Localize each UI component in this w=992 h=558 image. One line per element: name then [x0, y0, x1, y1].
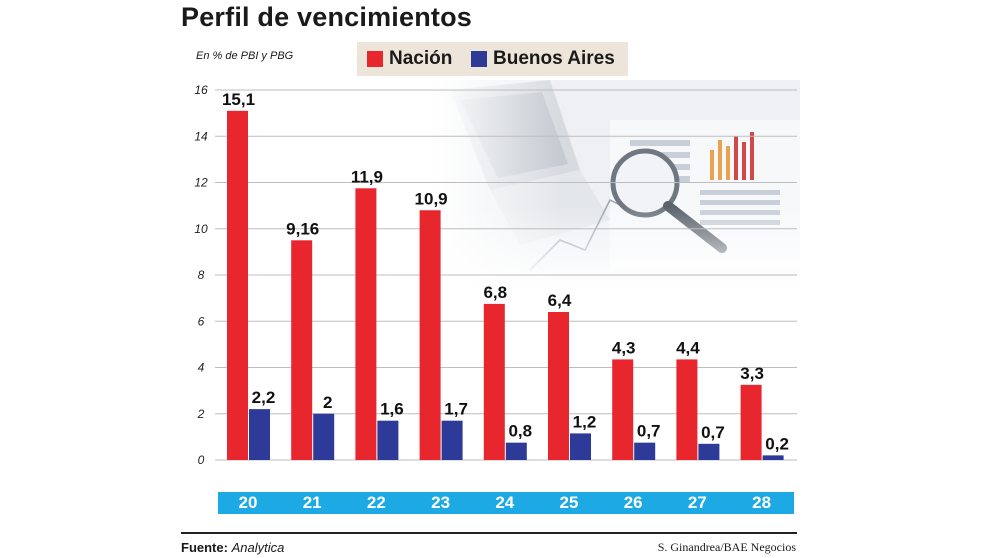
- footer-rule: [181, 532, 797, 534]
- x-tick-label: 24: [495, 493, 515, 512]
- bar-buenos-aires: [698, 443, 720, 460]
- y-tick-label: 12: [194, 176, 208, 190]
- bar-buenos-aires: [570, 433, 591, 460]
- credit-line: S. Ginandrea/BAE Negocios: [657, 540, 796, 554]
- chart-title: Perfil de vencimientos: [181, 2, 472, 32]
- legend-label-buenos-aires: Buenos Aires: [493, 48, 615, 69]
- y-tick-label: 16: [194, 83, 208, 97]
- bar-buenos-aires: [634, 442, 656, 460]
- legend-swatch-nacion: [367, 51, 383, 67]
- bar-nacion: [355, 188, 377, 460]
- data-labels: 15,1 2,2 9,16 2 11,9 1,6 10,9 1,7 6,8 0,8 6,4 1,2 4,…: [222, 90, 789, 454]
- bar-nacion: [548, 312, 569, 460]
- x-tick-label: 20: [238, 493, 258, 512]
- data-label-nacion: 15,1: [222, 90, 255, 109]
- bar-nacion: [612, 359, 634, 460]
- chart-subtitle: En % de PBI y PBG: [196, 50, 294, 62]
- source-name: Analytica: [231, 540, 285, 555]
- bars: [227, 110, 784, 460]
- data-label-nacion: 3,3: [740, 364, 764, 383]
- bar-buenos-aires: [762, 455, 784, 460]
- legend: Nación Buenos Aires: [357, 42, 628, 76]
- data-label-nacion: 9,16: [286, 219, 319, 238]
- data-label-buenos-aires: 1,6: [380, 400, 404, 419]
- data-label-buenos-aires: 0,7: [701, 423, 725, 442]
- x-tick-label: 28: [752, 493, 772, 512]
- legend-swatch-buenos-aires: [471, 51, 487, 67]
- y-tick-label: 14: [194, 129, 208, 143]
- data-label-nacion: 6,8: [483, 283, 507, 302]
- data-label-nacion: 6,4: [548, 291, 572, 310]
- bar-buenos-aires: [377, 420, 399, 460]
- x-tick-label: 21: [302, 493, 322, 512]
- bar-buenos-aires: [313, 413, 335, 460]
- bar-nacion: [227, 110, 248, 460]
- legend-item-nacion: Nación: [367, 42, 452, 76]
- bar-buenos-aires: [249, 409, 270, 460]
- data-label-buenos-aires: 2,2: [252, 388, 276, 407]
- x-tick-label: 22: [366, 493, 386, 512]
- y-tick-label: 0: [198, 453, 205, 467]
- legend-item-buenos-aires: Buenos Aires: [471, 42, 615, 76]
- data-label-buenos-aires: 1,2: [573, 412, 597, 431]
- x-tick-label: 23: [431, 493, 451, 512]
- data-label-nacion: 10,9: [415, 189, 448, 208]
- y-tick-label: 4: [198, 361, 205, 375]
- bar-nacion: [676, 359, 698, 460]
- bar-nacion: [419, 210, 441, 460]
- bar-buenos-aires: [441, 420, 463, 460]
- x-tick-label: 25: [559, 493, 579, 512]
- bar-nacion: [740, 384, 762, 460]
- bar-buenos-aires: [505, 442, 527, 460]
- bar-nacion: [291, 240, 313, 460]
- y-tick-label: 10: [194, 222, 208, 236]
- y-axis-ticks: 0 2 4 6 8 10 12 14 16: [194, 83, 208, 467]
- data-label-buenos-aires: 0,7: [637, 422, 661, 441]
- data-label-buenos-aires: 0,8: [508, 422, 532, 441]
- x-axis-band: 20 21 22 23 24 25 26 27 28: [218, 492, 794, 514]
- data-label-nacion: 4,4: [676, 338, 700, 357]
- data-label-nacion: 4,3: [612, 338, 636, 357]
- y-tick-label: 2: [197, 407, 205, 421]
- data-label-buenos-aires: 0,2: [765, 434, 789, 453]
- bar-nacion: [483, 303, 505, 460]
- x-tick-label: 26: [623, 493, 643, 512]
- background-illustration: [430, 80, 800, 290]
- x-tick-label: 27: [687, 493, 707, 512]
- legend-label-nacion: Nación: [389, 48, 453, 69]
- y-tick-label: 6: [198, 314, 205, 328]
- data-label-buenos-aires: 1,7: [444, 400, 468, 419]
- data-label-nacion: 11,9: [351, 167, 383, 186]
- source-note: Fuente: Analytica: [181, 540, 284, 555]
- y-tick-label: 8: [198, 268, 205, 282]
- source-label: Fuente:: [181, 540, 228, 555]
- data-label-buenos-aires: 2: [323, 393, 332, 412]
